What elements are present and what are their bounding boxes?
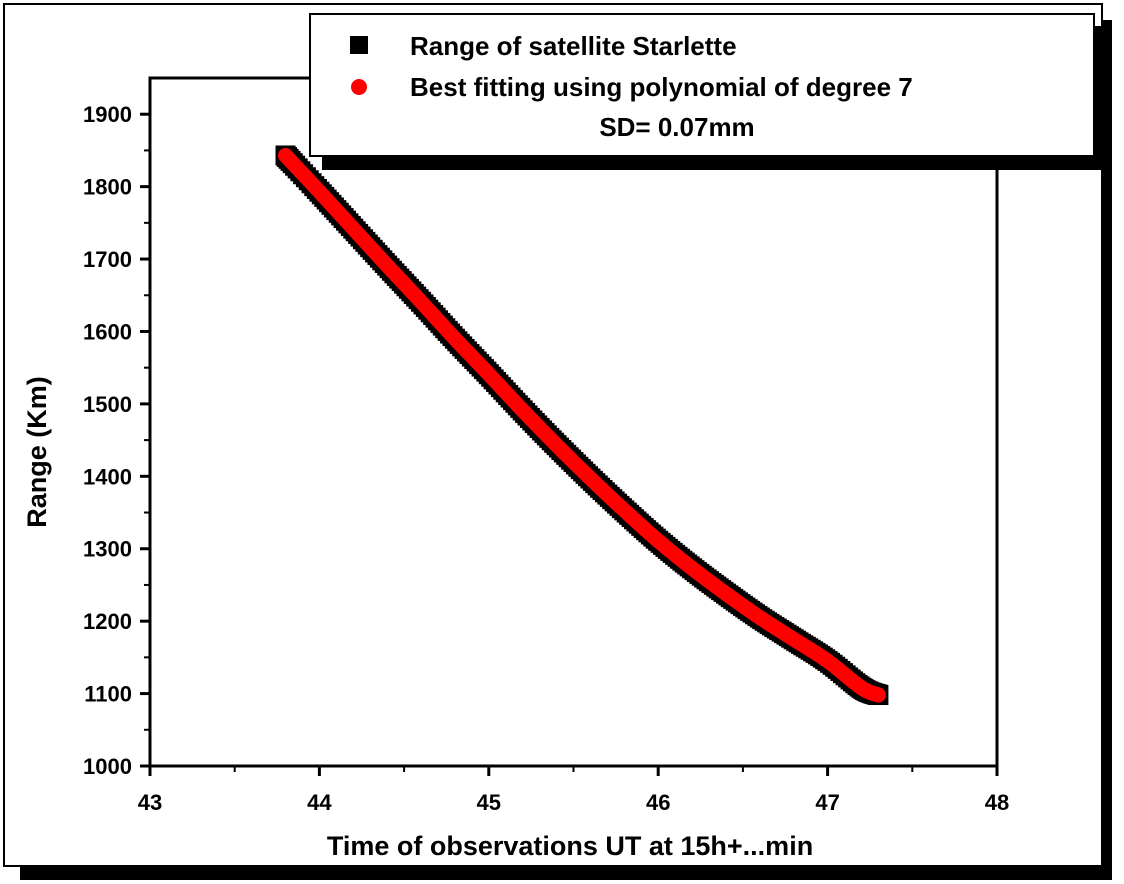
y-axis-title: Range (Km) (22, 376, 52, 528)
y-tick-label: 1200 (83, 609, 132, 634)
y-tick-label: 1500 (83, 392, 132, 417)
legend-entry-1: Range of satellite Starlette (410, 31, 737, 61)
y-tick-label: 1300 (83, 537, 132, 562)
legend-marker-square (350, 36, 368, 54)
x-tick-label: 48 (985, 790, 1009, 815)
x-tick-label: 46 (646, 790, 670, 815)
legend-note: SD= 0.07mm (599, 112, 754, 142)
series-polynomial-fit (278, 147, 886, 703)
x-tick-label: 43 (138, 790, 162, 815)
axis-tick-labels: 43 44 45 46 47 48 1000 1100 1200 1300 1400 1500 1600… (83, 102, 1009, 815)
y-tick-label: 1400 (83, 464, 132, 489)
y-tick-label: 1100 (84, 682, 132, 707)
y-tick-label: 1800 (83, 175, 132, 200)
x-axis-title: Time of observations UT at 15h+...min (327, 831, 813, 861)
y-tick-label: 1600 (83, 319, 132, 344)
y-tick-label: 1700 (83, 247, 132, 272)
axis-ticks (140, 112, 999, 776)
y-tick-label: 1000 (83, 754, 132, 779)
x-tick-label: 45 (477, 790, 501, 815)
y-tick-label: 1900 (83, 102, 132, 127)
legend: Range of satellite Starlette Best fittin… (309, 13, 1104, 170)
legend-marker-circle (351, 79, 367, 95)
legend-box (309, 13, 1095, 157)
x-tick-label: 44 (307, 790, 332, 815)
data-point-circle (870, 687, 886, 703)
legend-entry-2: Best fitting using polynomial of degree … (410, 72, 913, 102)
x-tick-label: 47 (815, 790, 839, 815)
